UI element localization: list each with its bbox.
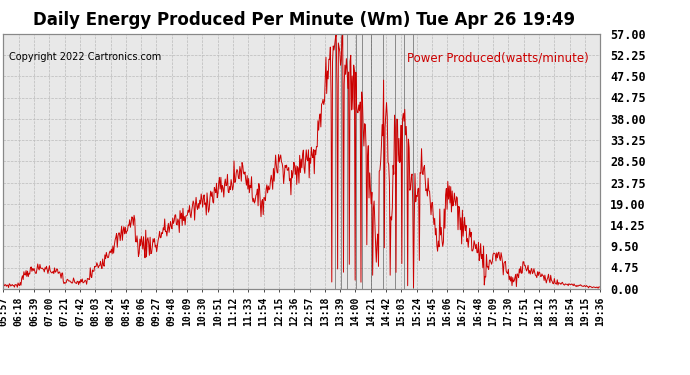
Text: Power Produced(watts/minute): Power Produced(watts/minute) — [406, 52, 589, 64]
Text: Copyright 2022 Cartronics.com: Copyright 2022 Cartronics.com — [10, 52, 161, 62]
Text: Daily Energy Produced Per Minute (Wm) Tue Apr 26 19:49: Daily Energy Produced Per Minute (Wm) Tu… — [32, 11, 575, 29]
